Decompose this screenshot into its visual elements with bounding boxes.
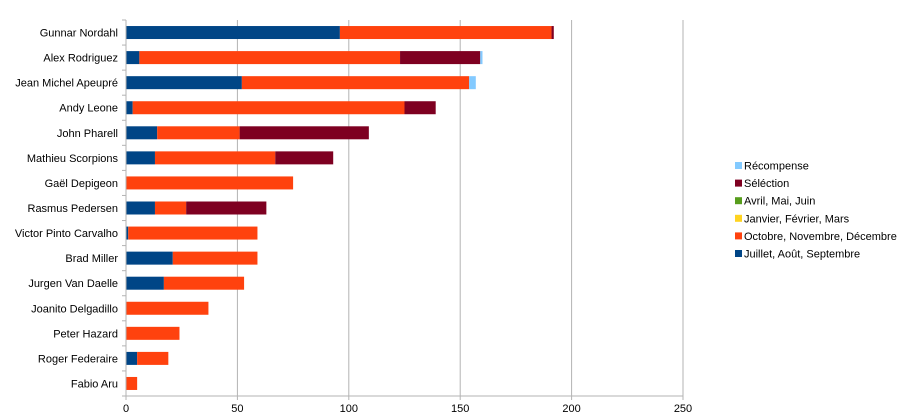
bar-segment xyxy=(172,251,258,265)
bar-segment xyxy=(132,101,405,115)
bar-segment xyxy=(126,151,155,165)
category-label: Gaël Depigeon xyxy=(45,178,118,190)
bar-segment xyxy=(157,126,240,140)
bar-segment xyxy=(126,126,158,140)
legend-swatch xyxy=(735,179,742,187)
bar-segment xyxy=(126,26,340,40)
category-label: Andy Leone xyxy=(59,103,118,115)
category-label: Gunnar Nordahl xyxy=(40,28,118,40)
legend-label: Janvier, Février, Mars xyxy=(744,213,850,225)
x-tick-label: 150 xyxy=(451,403,469,415)
bar-segment xyxy=(480,51,483,65)
bar-segment xyxy=(126,76,242,90)
legend-swatch xyxy=(735,232,742,240)
bar-segment xyxy=(128,226,258,240)
bar-segment xyxy=(126,176,294,190)
x-tick-labels: 0 50 100 150 200 250 xyxy=(123,403,692,415)
bar-segment xyxy=(275,151,334,165)
category-label: Mathieu Scorpions xyxy=(27,153,119,165)
bar-segment xyxy=(154,201,187,215)
bar-segment xyxy=(239,126,369,140)
legend: Récompense Séléction Avril, Mai, Juin Janvi… xyxy=(735,161,897,261)
legend-label: Juillet, Août, Septembre xyxy=(744,249,860,261)
x-tick-label: 50 xyxy=(231,403,243,415)
bar-segment xyxy=(126,376,138,390)
bar-segment xyxy=(126,251,173,265)
category-label: John Pharell xyxy=(57,128,118,140)
legend-swatch xyxy=(735,214,742,222)
bar-segment xyxy=(126,351,138,365)
category-label: Fabio Aru xyxy=(71,378,118,390)
bar-segment xyxy=(126,276,164,290)
x-tick-label: 250 xyxy=(674,403,692,415)
bar-segment xyxy=(137,351,169,365)
bar-segment xyxy=(126,51,140,65)
x-tick-label: 200 xyxy=(562,403,580,415)
legend-label: Avril, Mai, Juin xyxy=(744,196,815,208)
bar-segment xyxy=(186,201,267,215)
bar-segment xyxy=(404,101,436,115)
bar-segment xyxy=(126,101,133,115)
bar-segment xyxy=(400,51,481,65)
legend-swatch xyxy=(735,250,742,257)
category-label: Joanito Delgadillo xyxy=(31,303,118,315)
axes xyxy=(122,19,684,400)
category-label: Jean Michel Apeupré xyxy=(15,78,118,90)
category-labels: Gunnar Nordahl Alex Rodriguez Jean Michel … xyxy=(15,28,119,391)
x-tick-label: 100 xyxy=(340,403,358,415)
bar-segment xyxy=(339,26,552,40)
x-tick-label: 0 xyxy=(123,403,129,415)
legend-swatch xyxy=(735,162,742,169)
category-label: Roger Federaire xyxy=(38,353,118,365)
bar-segment xyxy=(469,76,476,90)
legend-label: Séléction xyxy=(744,178,789,190)
category-label: Victor Pinto Carvalho xyxy=(15,228,118,240)
bar-segment xyxy=(126,201,155,215)
bar-segment xyxy=(551,26,554,40)
category-label: Alex Rodriguez xyxy=(43,53,118,65)
category-label: Rasmus Pedersen xyxy=(28,203,119,215)
bar-segment xyxy=(126,301,209,315)
legend-swatch xyxy=(735,197,742,205)
category-label: Peter Hazard xyxy=(53,328,118,340)
bar-segment xyxy=(163,276,245,290)
legend-label: Octobre, Novembre, Décembre xyxy=(744,231,897,243)
bar-segment xyxy=(139,51,401,65)
bar-segment xyxy=(126,326,180,340)
legend-label: Récompense xyxy=(744,161,809,173)
bar-segment xyxy=(126,226,129,240)
bar-segment xyxy=(154,151,276,165)
bars xyxy=(126,26,554,390)
category-label: Brad Miller xyxy=(65,253,118,265)
bar-segment xyxy=(241,76,470,90)
category-label: Jurgen Van Daelle xyxy=(28,278,118,290)
